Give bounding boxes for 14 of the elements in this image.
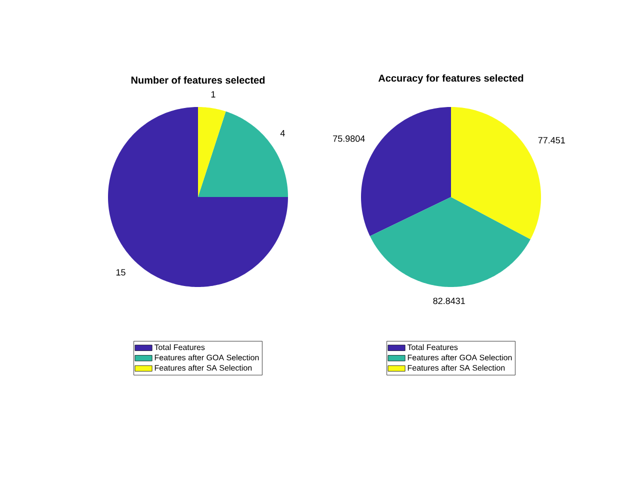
data-label: 77.451 — [538, 137, 565, 144]
data-label: 75.9804 — [333, 135, 365, 142]
data-label: 82.8431 — [433, 298, 465, 304]
data-label: 1 — [211, 91, 216, 98]
legend-label: Features after SA Selection — [408, 364, 505, 371]
data-label: 4 — [280, 130, 285, 136]
legend-label: Total Features — [407, 344, 458, 350]
chart-title: Accuracy for features selected — [378, 74, 524, 84]
legend-label: Features after GOA Selection — [154, 354, 259, 360]
data-label: 15 — [116, 269, 126, 276]
legend-label: Features after SA Selection — [154, 364, 252, 371]
legend-label: Features after GOA Selection — [408, 354, 512, 360]
legend-label: Total Features — [154, 344, 205, 350]
chart-title: Number of features selected — [131, 76, 265, 84]
